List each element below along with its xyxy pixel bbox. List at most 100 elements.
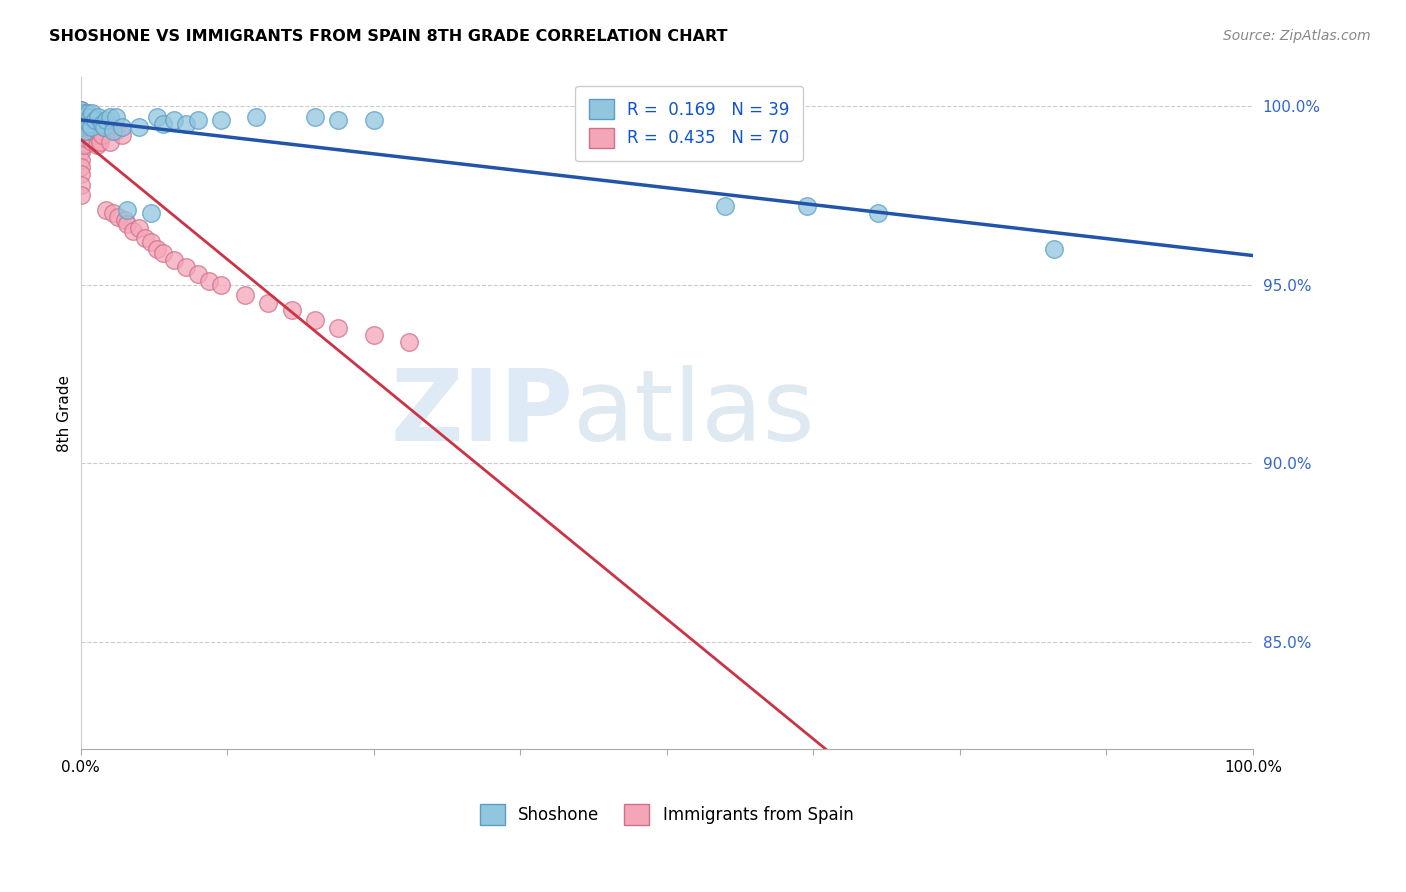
- Point: [69, 160, 91, 174]
- Point: [134, 231, 156, 245]
- Point: [103, 124, 125, 138]
- Point: [152, 117, 174, 131]
- Point: [145, 110, 167, 124]
- Point: [73, 106, 96, 120]
- Point: [96, 113, 118, 128]
- Point: [209, 277, 232, 292]
- Point: [96, 202, 118, 217]
- Point: [76, 113, 98, 128]
- Point: [82, 106, 104, 120]
- Text: atlas: atlas: [574, 365, 814, 462]
- Point: [103, 206, 125, 220]
- Point: [69, 145, 91, 160]
- Point: [86, 138, 108, 153]
- Point: [796, 199, 818, 213]
- Point: [107, 210, 129, 224]
- Point: [209, 113, 232, 128]
- Point: [110, 120, 132, 135]
- Point: [398, 334, 420, 349]
- Point: [72, 131, 94, 145]
- Point: [79, 117, 101, 131]
- Point: [87, 110, 110, 124]
- Point: [69, 120, 91, 135]
- Legend: Shoshone, Immigrants from Spain: Shoshone, Immigrants from Spain: [474, 797, 860, 831]
- Point: [80, 120, 103, 135]
- Point: [79, 131, 101, 145]
- Point: [76, 106, 98, 120]
- Point: [75, 124, 97, 138]
- Point: [233, 288, 256, 302]
- Point: [90, 117, 112, 131]
- Point: [75, 106, 97, 120]
- Text: Source: ZipAtlas.com: Source: ZipAtlas.com: [1223, 29, 1371, 43]
- Point: [98, 135, 121, 149]
- Point: [77, 124, 100, 138]
- Point: [93, 120, 115, 135]
- Point: [1042, 242, 1064, 256]
- Point: [72, 110, 94, 124]
- Point: [69, 110, 91, 124]
- Point: [363, 327, 385, 342]
- Point: [82, 120, 104, 135]
- Point: [198, 274, 221, 288]
- Point: [69, 138, 91, 153]
- Point: [328, 113, 350, 128]
- Point: [128, 120, 150, 135]
- Point: [69, 153, 91, 167]
- Point: [69, 167, 91, 181]
- Point: [87, 124, 110, 138]
- Point: [117, 217, 139, 231]
- Point: [128, 220, 150, 235]
- Point: [187, 267, 209, 281]
- Point: [117, 202, 139, 217]
- Point: [139, 206, 162, 220]
- Point: [89, 120, 111, 135]
- Point: [98, 110, 121, 124]
- Point: [72, 120, 94, 135]
- Point: [174, 117, 197, 131]
- Point: [174, 260, 197, 274]
- Point: [75, 113, 97, 128]
- Point: [363, 113, 385, 128]
- Point: [82, 110, 104, 124]
- Point: [69, 188, 91, 202]
- Point: [73, 110, 96, 124]
- Y-axis label: 8th Grade: 8th Grade: [58, 375, 72, 452]
- Point: [69, 131, 91, 145]
- Point: [245, 110, 267, 124]
- Point: [69, 103, 91, 117]
- Point: [866, 206, 889, 220]
- Point: [75, 113, 97, 128]
- Point: [75, 110, 97, 124]
- Point: [83, 113, 105, 128]
- Point: [73, 138, 96, 153]
- Point: [69, 103, 91, 117]
- Point: [75, 131, 97, 145]
- Point: [82, 135, 104, 149]
- Point: [328, 320, 350, 334]
- Point: [714, 199, 737, 213]
- Point: [82, 120, 104, 135]
- Point: [163, 252, 186, 267]
- Text: ZIP: ZIP: [389, 365, 574, 462]
- Point: [77, 110, 100, 124]
- Point: [80, 124, 103, 138]
- Point: [69, 117, 91, 131]
- Point: [69, 124, 91, 138]
- Point: [187, 113, 209, 128]
- Point: [304, 313, 326, 327]
- Point: [280, 302, 302, 317]
- Point: [98, 120, 121, 135]
- Point: [110, 128, 132, 142]
- Point: [122, 224, 145, 238]
- Point: [90, 128, 112, 142]
- Point: [93, 120, 115, 135]
- Point: [257, 295, 280, 310]
- Point: [83, 113, 105, 128]
- Point: [76, 124, 98, 138]
- Point: [145, 242, 167, 256]
- Point: [73, 124, 96, 138]
- Point: [75, 117, 97, 131]
- Text: SHOSHONE VS IMMIGRANTS FROM SPAIN 8TH GRADE CORRELATION CHART: SHOSHONE VS IMMIGRANTS FROM SPAIN 8TH GR…: [49, 29, 728, 44]
- Point: [75, 128, 97, 142]
